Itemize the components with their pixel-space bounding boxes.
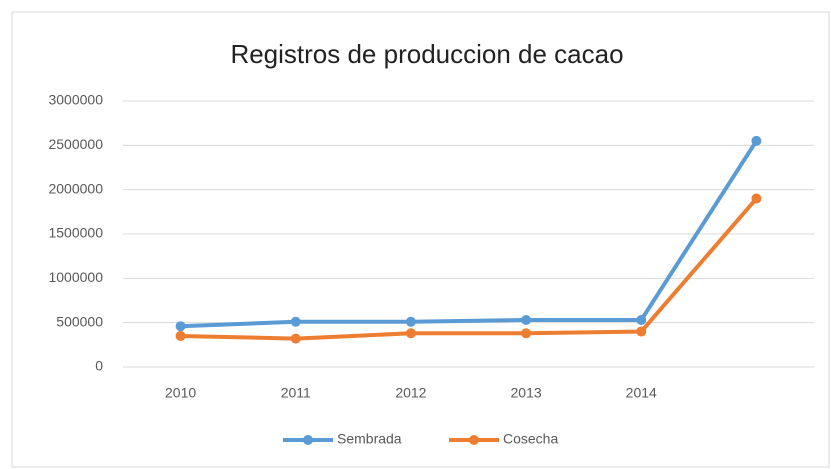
series-point xyxy=(636,326,647,337)
y-tick-label: 500000 xyxy=(56,313,103,329)
x-tick-label: 2011 xyxy=(281,385,311,401)
x-tick-label: 2014 xyxy=(626,385,657,401)
series-point xyxy=(175,321,186,332)
series-point xyxy=(290,333,301,344)
series-point xyxy=(405,316,416,327)
x-tick-label: 2012 xyxy=(395,385,426,401)
chart-title: Registros de produccion de cacao xyxy=(230,39,623,69)
series-point xyxy=(175,330,186,341)
series-point xyxy=(636,315,647,326)
series-point xyxy=(751,135,762,146)
y-tick-label: 1500000 xyxy=(48,225,103,241)
series-point xyxy=(290,316,301,327)
y-tick-label: 2000000 xyxy=(48,180,103,196)
series-point xyxy=(405,328,416,339)
series-line xyxy=(180,197,758,341)
series-point xyxy=(521,328,532,339)
y-tick-label: 0 xyxy=(95,358,103,374)
x-tick-label: 2013 xyxy=(511,385,542,401)
legend-label: Cosecha xyxy=(503,431,558,447)
legend-label: Sembrada xyxy=(337,431,402,447)
y-tick-label: 3000000 xyxy=(48,92,103,108)
y-tick-label: 1000000 xyxy=(48,269,103,285)
y-tick-label: 2500000 xyxy=(48,136,103,152)
legend-marker xyxy=(303,435,313,445)
series-point xyxy=(751,193,762,204)
legend-marker xyxy=(469,435,479,445)
x-tick-label: 2010 xyxy=(165,385,196,401)
series-point xyxy=(521,315,532,326)
series-line xyxy=(180,139,759,329)
